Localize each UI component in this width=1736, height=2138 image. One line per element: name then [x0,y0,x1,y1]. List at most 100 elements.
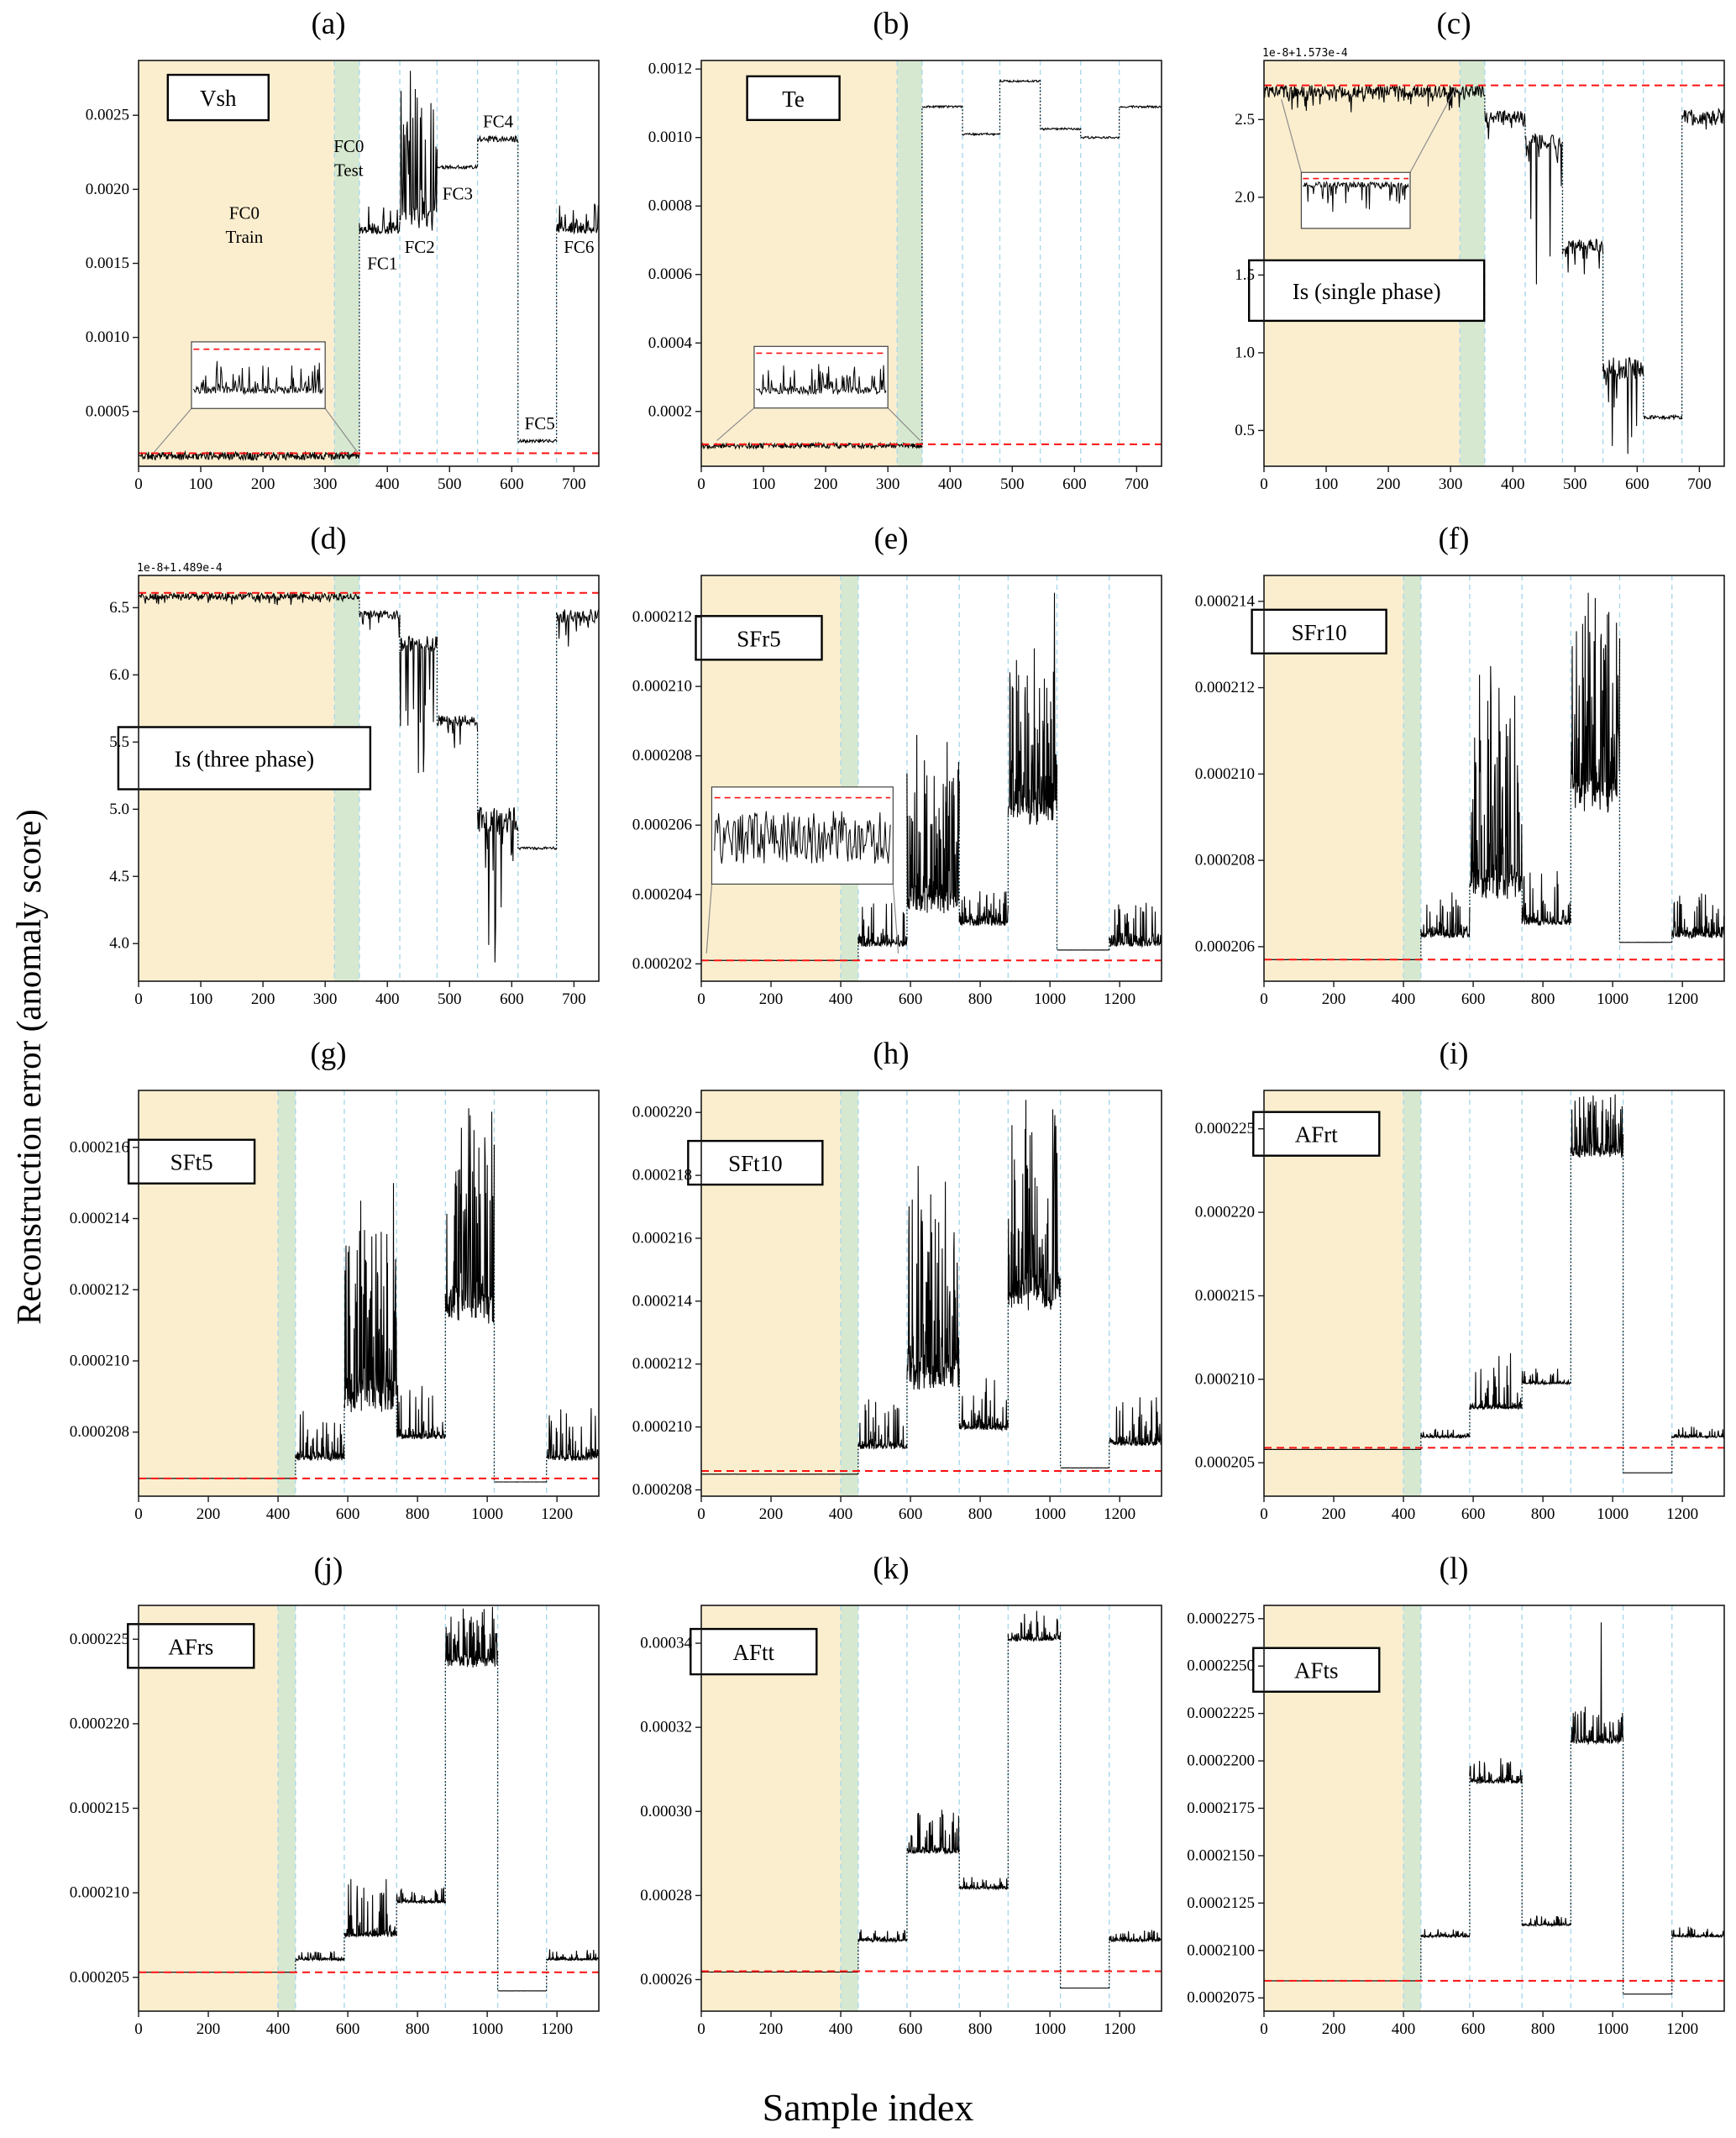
axes-frame [700,575,1162,982]
signal-trace [1469,665,1523,900]
test-region [334,60,359,466]
y-tick-label: 0.000215 [70,1799,129,1817]
x-tick-label: 0 [697,2020,705,2038]
axes-frame [700,60,1162,467]
y-tick-label: 0.5 [1235,422,1255,439]
signal-trace [906,1810,960,1855]
panel-letter: (h) [873,1036,910,1071]
x-tick-label: 300 [313,990,338,1008]
x-tick-label: 700 [562,475,586,493]
x-tick-label: 1200 [1104,1505,1135,1523]
y-tick-label: 0.00030 [640,1803,692,1820]
x-tick-label: 500 [438,990,462,1008]
y-tick-label: 0.00028 [640,1887,692,1904]
inset-connector [892,884,899,954]
signal-label-box [127,1138,256,1185]
signal-trace [344,1183,397,1413]
test-region [1403,1605,1421,2011]
x-tick-label: 1200 [541,2020,573,2038]
panel-afrt: (i) AFrt 0.000205 0.000210 0.000215 0.000220 0… [1172,1032,1735,1533]
y-tick-label: 0.000205 [70,1968,129,1986]
y-tick-label: 0.0025 [86,107,129,124]
y-tick-label: 0.0002100 [1187,1941,1255,1959]
segment-annotation: Test [334,160,364,180]
inset-connector [324,407,359,453]
x-tick-label: 1200 [1666,1505,1698,1523]
signal-trace [906,734,960,914]
y-tick-label: 2.0 [1235,188,1255,206]
signal-label: SFr10 [1292,620,1347,645]
signal-trace [1469,1757,1523,1785]
panels-grid: (a) Vsh FC0 Train FC0 Test FC1 FC2 FC3 FC4 FC5 FC6 0… [47,2,1735,2048]
signal-trace [1109,902,1162,948]
panel-letter: (e) [873,521,909,556]
signal-label-box [1252,1647,1381,1693]
signal-trace [437,715,479,749]
panel-vsh: (a) Vsh FC0 Train FC0 Test FC1 FC2 FC3 FC4 FC5 FC6 0… [47,2,610,503]
signal-trace [999,79,1041,83]
signal-label-box [1252,1111,1381,1157]
y-tick-label: 0.000214 [1195,592,1256,610]
y-tick-label: 0.000210 [70,1884,129,1902]
signal-label-box [687,1139,824,1186]
x-tick-label: 200 [197,2020,221,2038]
x-tick-label: 1000 [1034,990,1066,1008]
signal-trace [359,609,401,638]
y-axis-label: Reconstruction error (anomaly score) [9,809,48,1325]
y-tick-label: 0.00034 [640,1635,692,1652]
signal-trace [1671,1426,1725,1440]
panel-plot: Te 0.0002 0.0004 0.0006 0.0008 0.0010 0.0012 0 1… [648,60,1162,493]
x-tick-label: 700 [1687,475,1712,493]
signal-trace [1671,893,1725,939]
signal-label-box [690,1627,818,1676]
x-tick-label: 0 [134,990,143,1008]
signal-label-box [1251,608,1387,654]
signal-trace [1570,592,1621,813]
x-tick-label: 800 [406,1505,430,1523]
x-tick-label: 1200 [1104,2020,1135,2038]
x-axis-label: Sample index [762,2086,974,2129]
x-tick-label: 1200 [1666,2020,1698,2038]
x-tick-label: 800 [968,2020,993,2038]
panel-sft10: (h) SFt10 0.000208 0.000210 0.000212 0.000214… [610,1032,1172,1533]
x-tick-label: 0 [134,475,143,493]
y-tick-label: 0.0002275 [1187,1610,1255,1627]
signal-trace [1570,1094,1624,1158]
signal-trace [396,1887,446,1904]
inset-box [753,345,889,409]
signal-trace [546,1408,600,1463]
signal-label: AFrs [168,1634,213,1659]
y-tick-label: 0.000202 [632,955,692,973]
signal-trace [517,438,558,444]
signal-trace [858,1929,908,1944]
y-tick-label: 0.000220 [1195,1204,1255,1221]
signal-trace [1109,1397,1162,1447]
y-tick-label: 0.000206 [1195,938,1255,955]
test-region [1403,1090,1421,1496]
train-region [139,1605,279,2011]
signal-trace [1521,870,1571,927]
y-tick-label: 0.000210 [1195,765,1255,783]
x-tick-label: 600 [899,1505,923,1523]
panel-letter: (c) [1436,6,1471,41]
y-tick-label: 0.000212 [632,608,692,626]
x-tick-label: 500 [1000,475,1025,493]
signal-trace [556,203,600,235]
signal-trace [444,1606,499,1668]
inset-connector [1281,99,1303,173]
signal-trace [399,71,438,231]
segment-annotation: FC1 [367,254,397,274]
signal-trace [517,846,557,851]
test-region [841,1090,858,1496]
signal-trace [1469,1353,1523,1410]
x-tick-label: 1200 [1666,990,1698,1008]
y-tick-label: 0.000208 [632,1481,692,1499]
y-tick-label: 5.5 [109,733,129,751]
signal-trace [477,806,519,963]
x-tick-label: 600 [336,1505,360,1523]
train-region [1264,1090,1404,1496]
axes-frame [138,1090,600,1497]
x-tick-label: 0 [134,1505,143,1523]
x-tick-label: 1000 [1597,1505,1628,1523]
panel-is-single-phase-: (c) Is (single phase) 0.5 1.0 1.5 2.0 2.5 0 100 2… [1172,2,1735,503]
